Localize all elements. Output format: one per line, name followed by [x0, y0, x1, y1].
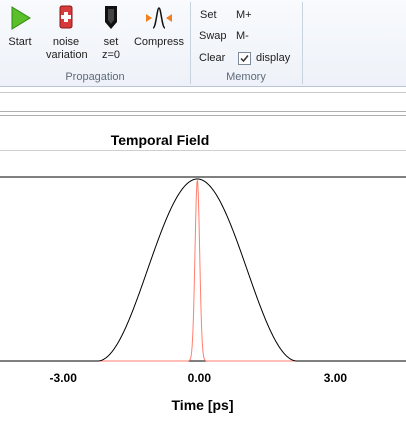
checkmark-icon — [240, 55, 249, 63]
memory-clear-button[interactable]: Clear — [199, 52, 226, 64]
x-axis-label: Time [ps] — [171, 397, 234, 413]
compress-icon — [146, 7, 172, 29]
play-icon — [11, 6, 31, 30]
group-separator — [190, 2, 191, 84]
display-label: display — [256, 52, 291, 64]
noise-variation-label: noise variation — [46, 36, 88, 61]
propagation-group-label: Propagation — [65, 71, 125, 83]
noise-variation-button[interactable]: noise variation — [40, 4, 92, 62]
chevron-down-icon — [105, 6, 117, 29]
group-separator — [302, 2, 303, 84]
memory-group-label: Memory — [226, 71, 266, 83]
display-checkbox[interactable] — [238, 52, 251, 65]
chart-title: Temporal Field — [110, 132, 210, 148]
memory-minus-button[interactable]: M- — [236, 30, 249, 42]
compress-label: Compress — [133, 36, 185, 48]
title-divider — [0, 150, 406, 151]
noise-icon — [59, 5, 73, 29]
x-tick-label: 0.00 — [187, 371, 211, 385]
field-envelope-line — [0, 178, 406, 362]
ribbon-toolbar: Start noise variation set z=0 Compress P… — [0, 0, 406, 87]
start-button[interactable]: Start — [4, 4, 36, 49]
set-z0-label: set z=0 — [101, 36, 121, 61]
x-tick-label: -3.00 — [49, 371, 77, 385]
memory-plus-button[interactable]: M+ — [236, 9, 252, 21]
compress-button[interactable]: Compress — [132, 4, 186, 49]
set-z0-button[interactable]: set z=0 — [96, 4, 126, 62]
memory-set-button[interactable]: Set — [200, 9, 217, 21]
panel-border — [0, 92, 406, 93]
x-tick-label: 3.00 — [323, 371, 348, 385]
start-label: Start — [8, 36, 32, 48]
compressed-pulse-line — [0, 179, 406, 362]
panel-border — [0, 115, 406, 116]
panel-border — [0, 111, 406, 112]
memory-swap-button[interactable]: Swap — [199, 30, 227, 42]
